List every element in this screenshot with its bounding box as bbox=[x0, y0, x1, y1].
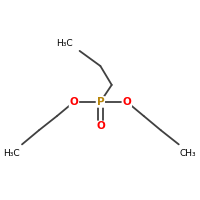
Text: O: O bbox=[70, 97, 78, 107]
Text: H₃C: H₃C bbox=[56, 39, 73, 48]
Text: CH₃: CH₃ bbox=[180, 149, 197, 158]
Text: P: P bbox=[97, 97, 104, 107]
Text: O: O bbox=[96, 121, 105, 131]
Text: H₃C: H₃C bbox=[3, 149, 20, 158]
Text: O: O bbox=[122, 97, 131, 107]
